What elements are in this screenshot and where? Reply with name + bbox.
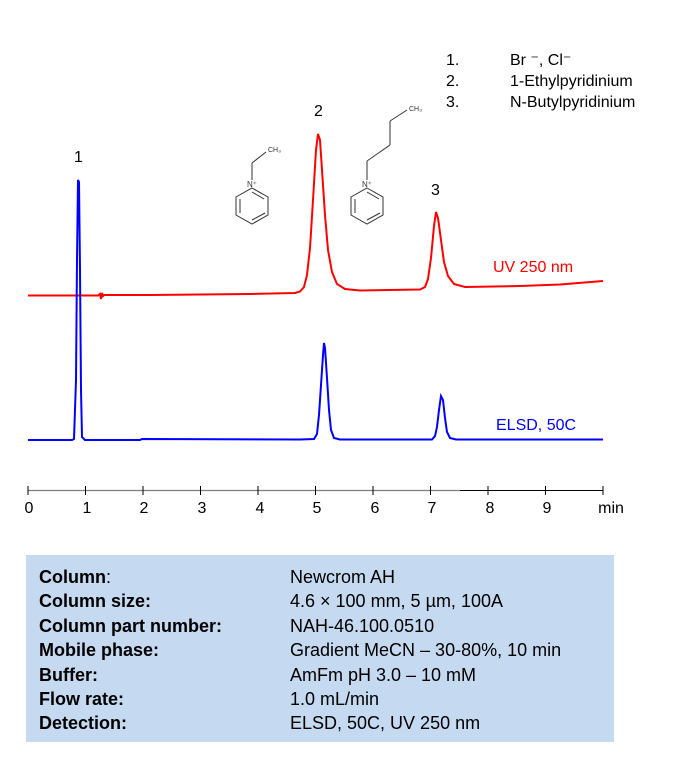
legend-compound-name: 1-Ethylpyridinium: [510, 73, 633, 90]
legend-number: 2.: [446, 73, 460, 90]
peak-label-3: 3: [431, 182, 440, 199]
param-label: Flow rate:: [39, 688, 125, 709]
butyl-n-plus-label: N⁺: [362, 180, 372, 189]
tick-label-4: 4: [256, 500, 265, 517]
ethyl-ch3-label: CH₃: [268, 147, 281, 154]
param-value: 4.6 × 100 mm, 5 µm, 100A: [290, 591, 503, 612]
param-label: Column part number:: [39, 615, 222, 636]
chromatogram-chart: 1 2 3 UV 250 nm ELSD, 50C CH₃ N⁺ CH₃ N⁺: [25, 103, 624, 517]
uv-250nm-trace: [28, 133, 604, 300]
param-label: Mobile phase:: [39, 640, 160, 661]
param-label: Column size:: [39, 591, 152, 612]
param-row-column: Column: Newcrom AH: [39, 565, 614, 589]
param-row-flow-rate: Flow rate: 1.0 mL/min: [39, 687, 614, 711]
legend-compound-name: N-Butylpyridinium: [510, 94, 636, 111]
ethyl-n-plus-label: N⁺: [247, 180, 257, 189]
x-axis-unit-label: min: [598, 500, 624, 517]
butyl-ch3-label: CH₃: [409, 106, 422, 113]
compound-legend: 1. Br ⁻, Cl⁻ 2. 1-Ethylpyridinium 3. N-B…: [446, 50, 635, 113]
tick-label-6: 6: [371, 500, 380, 517]
param-value: ELSD, 50C, UV 250 nm: [290, 713, 481, 734]
param-label: Buffer:: [39, 664, 98, 685]
param-value: Newcrom AH: [290, 567, 396, 587]
tick-label-9: 9: [543, 500, 552, 517]
elsd-50c-trace: [28, 179, 603, 441]
uv-trace-label: UV 250 nm: [493, 259, 573, 276]
legend-item: 1. Br ⁻, Cl⁻: [446, 50, 635, 71]
param-label: Column:: [39, 567, 112, 587]
x-axis: [27, 486, 604, 495]
tick-label-7: 7: [428, 500, 437, 517]
tick-label-5: 5: [313, 500, 322, 517]
elsd-trace-label: ELSD, 50C: [496, 417, 576, 434]
tick-label-2: 2: [140, 500, 149, 517]
param-row-column-size: Column size: 4.6 × 100 mm, 5 µm, 100A: [39, 589, 614, 613]
legend-item: 3. N-Butylpyridinium: [446, 92, 635, 113]
legend-compound-name: Br ⁻, Cl⁻: [510, 52, 572, 69]
param-value: Gradient MeCN – 30-80%, 10 min: [290, 640, 562, 661]
param-value: 1.0 mL/min: [290, 688, 380, 709]
legend-item: 2. 1-Ethylpyridinium: [446, 71, 635, 92]
param-row-part-number: Column part number: NAH-46.100.0510: [39, 614, 614, 638]
butylpyridinium-structure-icon: [350, 109, 408, 225]
legend-number: 3.: [446, 94, 460, 111]
param-row-mobile-phase: Mobile phase: Gradient MeCN – 30-80%, 10…: [39, 638, 614, 662]
legend-number: 1.: [446, 52, 460, 69]
tick-label-0: 0: [25, 500, 34, 517]
param-row-detection: Detection: ELSD, 50C, UV 250 nm: [39, 711, 614, 735]
method-parameters-panel: Column: Newcrom AH Column size: 4.6 × 10…: [26, 555, 614, 742]
ethylpyridinium-structure-icon: [235, 151, 269, 225]
param-value: AmFm pH 3.0 – 10 mM: [290, 664, 477, 685]
param-label: Detection:: [39, 713, 128, 734]
param-value: NAH-46.100.0510: [290, 615, 435, 636]
tick-label-3: 3: [198, 500, 207, 517]
x-axis-tick-labels: 0 1 2 3 4 5 6 7 8 9 min: [25, 500, 624, 517]
tick-label-1: 1: [83, 500, 92, 517]
peak-label-1: 1: [74, 149, 83, 166]
tick-label-8: 8: [486, 500, 495, 517]
peak-label-2: 2: [314, 103, 323, 120]
param-row-buffer: Buffer: AmFm pH 3.0 – 10 mM: [39, 663, 614, 687]
